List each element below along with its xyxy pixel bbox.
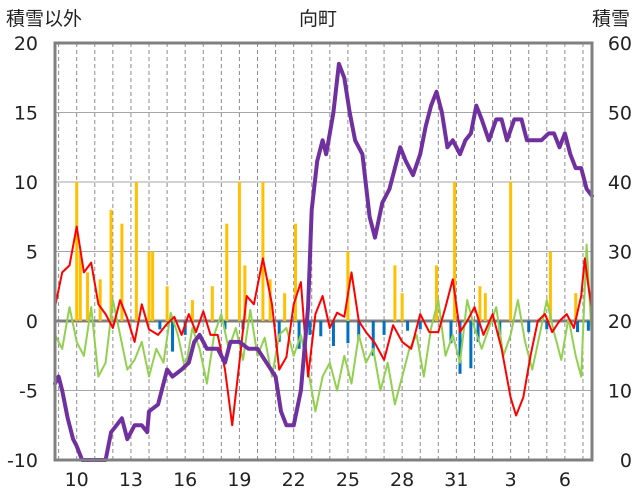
left-tick-label: 0: [26, 311, 38, 333]
snowfall-bar: [483, 293, 487, 321]
snowfall-bar: [574, 293, 578, 321]
snowfall-bar: [400, 293, 404, 321]
precip-bar: [158, 321, 162, 330]
snow_depth-line: [53, 61, 594, 462]
precip-bar: [458, 321, 462, 374]
snowfall-bar: [120, 223, 124, 321]
precip-bar: [277, 321, 281, 342]
right-tick-label: 20: [608, 311, 632, 333]
snowfall-bar: [548, 251, 552, 321]
snowfall-bar: [151, 251, 155, 321]
snowfall-bar: [147, 251, 151, 321]
snowfall-bar: [134, 182, 138, 321]
x-tick-label: 31: [444, 469, 468, 491]
snowfall-bar: [210, 286, 214, 321]
precip-bar: [476, 321, 480, 342]
left-tick-label: -10: [7, 450, 38, 472]
snowfall-bar: [165, 286, 169, 321]
precip-bar: [223, 321, 227, 330]
precip-bar: [545, 321, 549, 330]
x-tick-label: 25: [336, 469, 360, 491]
precip-bar: [371, 321, 375, 356]
temp_min-line: [54, 243, 593, 413]
x-tick-label: 3: [505, 469, 517, 491]
snowfall-bar: [478, 286, 482, 321]
snowfall-bar: [393, 265, 397, 321]
precip-bar: [183, 321, 187, 335]
precip-bar: [449, 321, 453, 344]
x-tick-label: 16: [173, 469, 197, 491]
snowfall-bar: [190, 300, 194, 321]
snowfall-bar: [225, 223, 229, 321]
chart-title: 向町: [299, 8, 337, 30]
snowfall-bar: [243, 265, 247, 321]
x-tick-label: 10: [65, 469, 89, 491]
snowfall-bar: [453, 182, 457, 321]
precip-bar: [297, 321, 301, 349]
precip-bar: [406, 321, 410, 331]
right-tick-label: 0: [620, 450, 632, 472]
right-axis-label: 積雪: [592, 8, 630, 30]
snowfall-bar: [237, 182, 241, 321]
right-tick-label: 40: [608, 172, 632, 194]
precip-bar: [469, 321, 473, 369]
precip-bar: [382, 321, 386, 335]
precip-bar: [357, 321, 361, 340]
precip-bar: [418, 321, 422, 330]
left-axis-label: 積雪以外: [6, 8, 82, 30]
snowfall-bar: [75, 182, 79, 321]
snowfall-bar: [346, 251, 350, 321]
snowfall-bar: [293, 223, 297, 321]
right-tick-label: 10: [608, 381, 632, 403]
precip-bar: [308, 321, 312, 335]
right-tick-label: 60: [608, 33, 632, 55]
snowfall-bar: [509, 182, 513, 321]
x-tick-label: 19: [227, 469, 251, 491]
precip-bar: [319, 321, 323, 337]
precip-bar: [576, 321, 580, 333]
snowfall-bar: [86, 272, 90, 321]
bar-layer: [75, 182, 590, 374]
precip-bar: [586, 321, 590, 331]
right-tick-label: 50: [608, 103, 632, 125]
plot-frame: [53, 41, 594, 462]
left-tick-label: 10: [14, 172, 38, 194]
left-tick-label: 15: [14, 103, 38, 125]
grid-layer: [55, 43, 592, 460]
snowfall-bar: [261, 182, 265, 321]
snowfall-bar: [78, 251, 82, 321]
x-tick-label: 13: [119, 469, 143, 491]
x-tick-label: 22: [282, 469, 306, 491]
x-tick-label: 6: [559, 469, 571, 491]
snowfall-bar: [109, 209, 113, 321]
precip-bar: [346, 321, 350, 344]
snowfall-bar: [98, 279, 102, 321]
left-tick-label: 5: [26, 242, 38, 264]
left-tick-label: 20: [14, 33, 38, 55]
precip-bar: [331, 321, 335, 347]
precip-bar: [171, 321, 175, 352]
line-layer: [53, 61, 594, 462]
right-tick-label: 30: [608, 242, 632, 264]
snowfall-bar: [283, 293, 287, 321]
left-tick-label: -5: [19, 381, 38, 403]
snowfall-bar: [435, 265, 439, 321]
precip-bar: [527, 321, 531, 333]
temp_max-line: [54, 225, 593, 427]
x-tick-label: 28: [390, 469, 414, 491]
